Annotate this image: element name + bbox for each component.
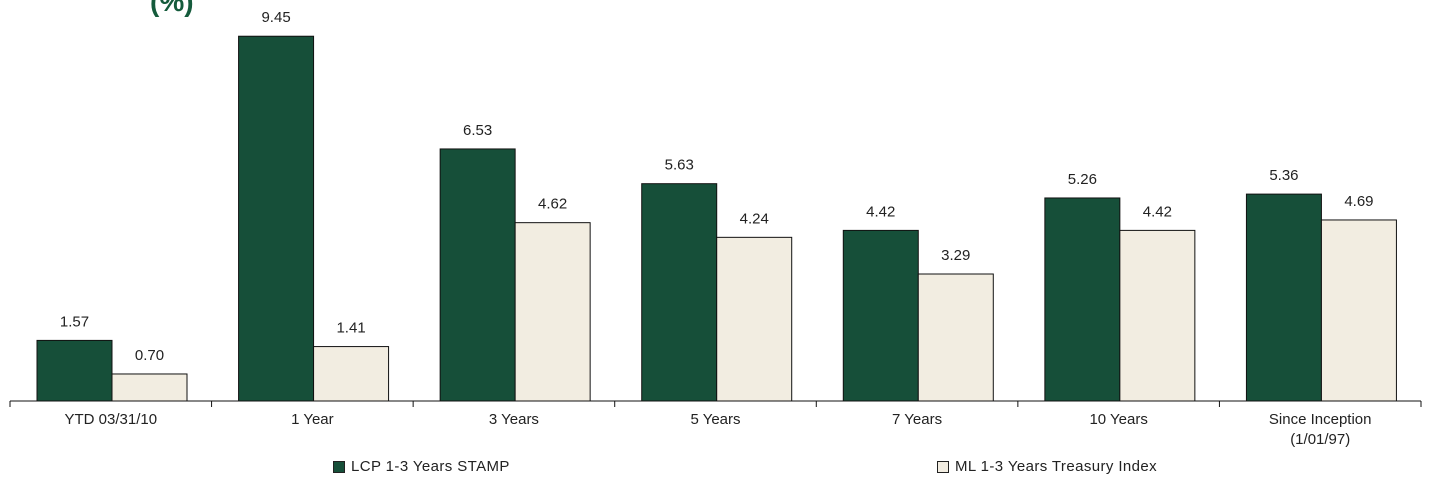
chart-title: (%) (150, 0, 194, 17)
value-label-lcp-1: 9.45 (261, 9, 290, 26)
value-label-ml-5: 4.42 (1143, 203, 1172, 220)
bar-ml-6 (1320, 219, 1397, 402)
bar-ml-4 (917, 273, 994, 402)
value-label-lcp-2: 6.53 (463, 122, 492, 139)
bar-lcp-2 (439, 148, 516, 402)
legend-swatch-ml (937, 460, 949, 473)
x-tick-label-3: 5 Years (690, 411, 740, 428)
x-tick-label-2: 3 Years (489, 411, 539, 428)
legend-swatch-lcp (333, 460, 345, 473)
value-label-lcp-0: 1.57 (60, 313, 89, 330)
bar-lcp-3 (641, 183, 718, 402)
bar-ml-1 (313, 346, 390, 402)
bar-ml-2 (514, 222, 591, 402)
value-label-lcp-4: 4.42 (866, 203, 895, 220)
value-label-ml-1: 1.41 (336, 320, 365, 337)
bar-lcp-5 (1044, 197, 1121, 402)
bar-lcp-1 (238, 35, 315, 402)
x-tick-label-1: 1 Year (291, 411, 334, 428)
value-label-ml-2: 4.62 (538, 196, 567, 213)
bar-ml-3 (716, 236, 793, 402)
bar-lcp-6 (1245, 193, 1322, 402)
bar-lcp-0 (36, 339, 113, 402)
x-tick-label-4: 7 Years (892, 411, 942, 428)
value-label-lcp-3: 5.63 (665, 157, 694, 174)
legend-item-ml: ML 1-3 Years Treasury Index (937, 458, 1157, 475)
x-tick-label-5: 10 Years (1089, 411, 1147, 428)
x-tick-label-6: Since Inception (1/01/97) (1269, 411, 1372, 448)
bar-lcp-4 (842, 229, 919, 402)
legend-label-lcp: LCP 1-3 Years STAMP (351, 458, 510, 475)
legend-item-lcp: LCP 1-3 Years STAMP (333, 458, 510, 475)
bar-ml-0 (111, 373, 188, 402)
value-label-lcp-5: 5.26 (1068, 171, 1097, 188)
value-label-ml-3: 4.24 (740, 210, 769, 227)
legend-label-ml: ML 1-3 Years Treasury Index (955, 458, 1158, 475)
value-label-ml-4: 3.29 (941, 247, 970, 264)
value-label-ml-6: 4.69 (1344, 193, 1373, 210)
value-label-lcp-6: 5.36 (1269, 167, 1298, 184)
x-tick-label-0: YTD 03/31/10 (65, 411, 158, 428)
bar-ml-5 (1119, 229, 1196, 402)
value-label-ml-0: 0.70 (135, 347, 164, 364)
